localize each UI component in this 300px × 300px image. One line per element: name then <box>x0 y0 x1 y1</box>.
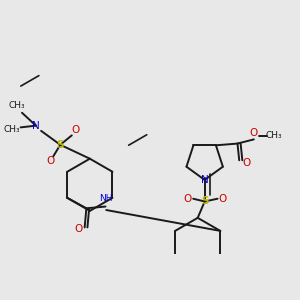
Text: CH₃: CH₃ <box>3 124 20 134</box>
Text: O: O <box>72 125 80 135</box>
Text: NH: NH <box>99 194 112 203</box>
Text: S: S <box>56 140 64 150</box>
Text: N: N <box>201 175 208 185</box>
Text: CH₃: CH₃ <box>8 101 25 110</box>
Text: O: O <box>219 194 227 204</box>
Text: S: S <box>201 196 208 206</box>
Text: CH₃: CH₃ <box>266 131 282 140</box>
Text: N: N <box>32 121 40 130</box>
Text: O: O <box>184 194 192 204</box>
Text: O: O <box>250 128 258 138</box>
Text: O: O <box>74 224 83 234</box>
Text: O: O <box>242 158 250 168</box>
Text: O: O <box>46 157 55 166</box>
